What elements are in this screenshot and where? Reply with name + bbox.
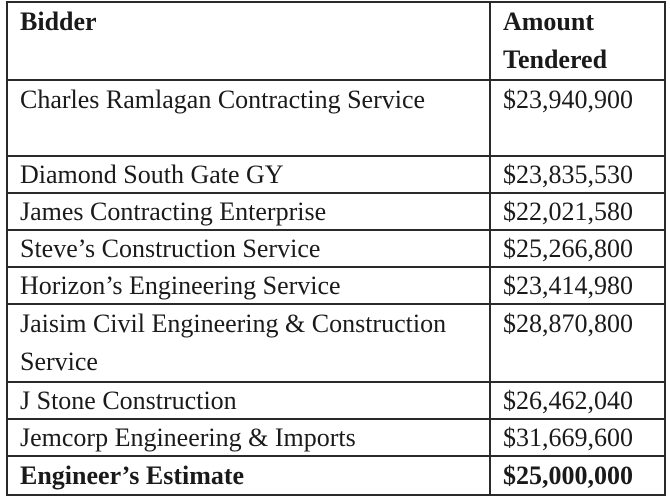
amount-tendered: $28,870,800 xyxy=(489,303,666,383)
table-row: Steve’s Construction Service $25,266,800 xyxy=(6,229,666,268)
amount-tendered: $23,835,530 xyxy=(489,155,666,194)
header-bidder: Bidder xyxy=(6,1,491,81)
table-row: James Contracting Enterprise $22,021,580 xyxy=(6,192,666,231)
bidder-name: Diamond South Gate GY xyxy=(6,155,491,194)
amount-tendered: $25,266,800 xyxy=(489,229,666,268)
table-row: Charles Ramlagan Contracting Service $23… xyxy=(6,79,666,157)
table-row: Diamond South Gate GY $23,835,530 xyxy=(6,155,666,194)
amount-tendered: $23,940,900 xyxy=(489,79,666,157)
table-row: Horizon’s Engineering Service $23,414,98… xyxy=(6,266,666,305)
estimate-amount: $25,000,000 xyxy=(489,455,666,496)
table-row: Jaisim Civil Engineering & Construction … xyxy=(6,303,666,383)
bidder-name: Jemcorp Engineering & Imports xyxy=(6,418,491,457)
bids-table: Bidder Amount Tendered Charles Ramlagan … xyxy=(6,1,666,496)
bidder-name: Jaisim Civil Engineering & Construction … xyxy=(6,303,491,383)
bidder-name: James Contracting Enterprise xyxy=(6,192,491,231)
bidder-name: J Stone Construction xyxy=(6,381,491,420)
table-header-row: Bidder Amount Tendered xyxy=(6,1,666,81)
estimate-label: Engineer’s Estimate xyxy=(6,455,491,496)
table-row: J Stone Construction $26,462,040 xyxy=(6,381,666,420)
table-row: Jemcorp Engineering & Imports $31,669,60… xyxy=(6,418,666,457)
amount-tendered: $26,462,040 xyxy=(489,381,666,420)
bidder-name: Charles Ramlagan Contracting Service xyxy=(6,79,491,157)
amount-tendered: $31,669,600 xyxy=(489,418,666,457)
amount-tendered: $23,414,980 xyxy=(489,266,666,305)
bidder-name: Steve’s Construction Service xyxy=(6,229,491,268)
amount-tendered: $22,021,580 xyxy=(489,192,666,231)
table-total-row: Engineer’s Estimate $25,000,000 xyxy=(6,455,666,496)
header-amount-tendered: Amount Tendered xyxy=(489,1,666,81)
bidder-name: Horizon’s Engineering Service xyxy=(6,266,491,305)
